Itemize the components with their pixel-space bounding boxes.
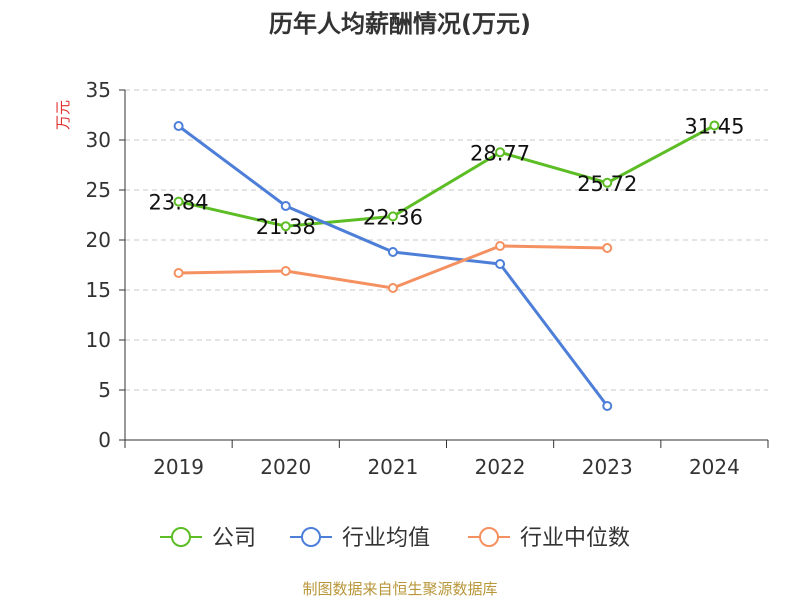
data-labels: 23.84 21.38 22.36 28.77 25.72 31.45 bbox=[149, 115, 745, 240]
y-tick-label: 30 bbox=[86, 128, 111, 152]
y-tick-label: 20 bbox=[86, 228, 111, 252]
data-label: 22.36 bbox=[363, 205, 423, 229]
data-point bbox=[387, 283, 398, 293]
x-tick-label: 2021 bbox=[367, 455, 418, 479]
y-tick-label: 25 bbox=[86, 178, 111, 202]
y-tick-label: 35 bbox=[86, 78, 111, 102]
legend: 公司 行业均值 行业中位数 bbox=[160, 526, 630, 551]
chart-title: 历年人均薪酬情况(万元) bbox=[269, 10, 531, 38]
data-point bbox=[280, 201, 291, 211]
data-label: 23.84 bbox=[149, 191, 209, 215]
data-point bbox=[602, 243, 613, 253]
series-layer bbox=[173, 120, 720, 411]
legend-label: 行业中位数 bbox=[520, 526, 630, 551]
y-tick-label: 10 bbox=[86, 328, 111, 352]
series-line bbox=[177, 124, 609, 407]
data-point bbox=[173, 268, 184, 278]
data-point bbox=[709, 120, 720, 131]
data-label: 25.72 bbox=[577, 172, 637, 196]
data-point bbox=[387, 211, 398, 222]
axes: 0 5 10 15 20 25 30 35 2019 2020 2021 2022 2023 2024 万元 bbox=[54, 78, 769, 479]
source-note: 制图数据来自恒生聚源数据库 bbox=[302, 580, 498, 598]
y-tick-label: 0 bbox=[98, 428, 111, 452]
y-axis-title: 万元 bbox=[54, 100, 72, 130]
x-tick-label: 2023 bbox=[582, 455, 633, 479]
data-point bbox=[602, 177, 613, 188]
x-tick-label: 2020 bbox=[260, 455, 311, 479]
x-tick-label: 2019 bbox=[153, 455, 204, 479]
data-point bbox=[173, 196, 184, 207]
legend-swatch-marker bbox=[479, 527, 499, 547]
x-tick-label: 2022 bbox=[475, 455, 526, 479]
data-point bbox=[495, 259, 506, 269]
legend-swatch-marker bbox=[171, 527, 191, 547]
legend-item: 行业均值 bbox=[290, 526, 430, 551]
data-point bbox=[495, 147, 506, 158]
legend-label: 行业均值 bbox=[342, 526, 430, 551]
data-label: 21.38 bbox=[256, 215, 316, 239]
data-point bbox=[280, 221, 291, 232]
data-point bbox=[602, 401, 613, 411]
data-point bbox=[280, 266, 291, 276]
data-point bbox=[495, 241, 506, 251]
legend-item: 行业中位数 bbox=[468, 526, 630, 551]
x-tick-label: 2024 bbox=[689, 455, 740, 479]
legend-item: 公司 bbox=[160, 526, 256, 551]
data-label: 28.77 bbox=[470, 141, 530, 165]
y-tick-label: 5 bbox=[98, 378, 111, 402]
grid-lines bbox=[125, 89, 768, 391]
legend-label: 公司 bbox=[212, 526, 256, 551]
legend-swatch-marker bbox=[301, 527, 321, 547]
data-label: 31.45 bbox=[684, 115, 744, 139]
data-point bbox=[387, 247, 398, 257]
y-tick-label: 15 bbox=[86, 278, 111, 302]
series-line bbox=[178, 124, 716, 228]
data-point bbox=[173, 121, 184, 131]
